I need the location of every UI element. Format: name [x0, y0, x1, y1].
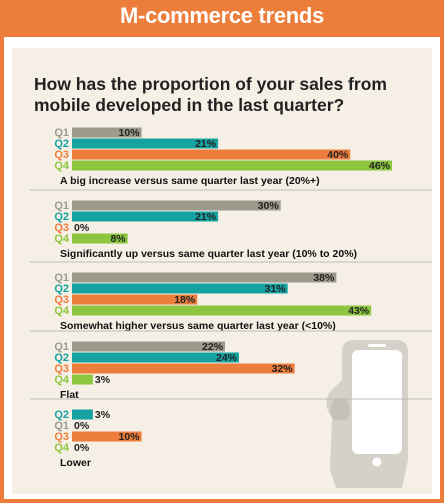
- quarter-label: Q4: [54, 233, 70, 245]
- bar-q3: [72, 149, 351, 160]
- phone-in-hand-icon: [326, 340, 408, 488]
- value-label: 10%: [119, 127, 141, 139]
- quarter-label: Q4: [54, 160, 70, 172]
- value-label: 18%: [174, 294, 196, 306]
- bar-q2: [72, 409, 93, 420]
- quarter-label: Q2: [54, 352, 69, 364]
- value-label: 38%: [313, 272, 335, 284]
- value-label: 31%: [265, 283, 287, 295]
- quarter-label: Q1: [54, 341, 69, 353]
- quarter-label: Q1: [54, 127, 69, 139]
- quarter-label: Q3: [54, 431, 69, 443]
- segment-label: Somewhat higher versus same quarter last…: [60, 320, 336, 332]
- segment-label: Lower: [60, 457, 91, 469]
- quarter-label: Q4: [54, 442, 70, 454]
- quarter-label: Q3: [54, 363, 69, 375]
- quarter-label: Q4: [54, 305, 70, 317]
- value-label: 0%: [74, 420, 90, 432]
- quarter-label: Q2: [54, 211, 69, 223]
- bar-q4: [72, 233, 128, 244]
- value-label: 46%: [369, 160, 391, 172]
- value-label: 10%: [119, 431, 141, 443]
- thumb-shape: [330, 398, 350, 420]
- bar-q1: [72, 127, 142, 138]
- phone-screen: [352, 350, 402, 454]
- value-label: 30%: [258, 200, 280, 212]
- value-label: 0%: [74, 442, 90, 454]
- bar-q1: [72, 200, 281, 211]
- segment-label: A big increase versus same quarter last …: [60, 175, 320, 187]
- quarter-label: Q3: [54, 222, 69, 234]
- quarter-label: Q4: [54, 374, 70, 386]
- bar-q2: [72, 138, 219, 149]
- value-label: 8%: [110, 233, 126, 245]
- bar-q3: [72, 431, 142, 442]
- phone-home-button: [372, 457, 382, 467]
- segment-label: Flat: [60, 389, 79, 401]
- value-label: 32%: [272, 363, 294, 375]
- bar-q1: [72, 341, 226, 352]
- bar-q4: [72, 305, 372, 316]
- value-label: 24%: [216, 352, 238, 364]
- bar-q4: [72, 160, 392, 171]
- bar-q2: [72, 211, 219, 222]
- bar-q4: [72, 374, 93, 385]
- value-label: 3%: [95, 374, 111, 386]
- segment-label: Significantly up versus same quarter las…: [60, 248, 357, 260]
- bars-layer: Q1 10% Q2 21% Q3 40% Q4 46% A big increase versu…: [30, 127, 432, 469]
- value-label: 3%: [95, 409, 111, 421]
- quarter-label: Q2: [54, 283, 69, 295]
- bar-q2: [72, 352, 239, 363]
- bar-q1: [72, 272, 337, 283]
- header-title: M-commerce trends: [120, 3, 324, 28]
- bar-q3: [72, 294, 198, 305]
- value-label: 40%: [327, 149, 349, 161]
- value-label: 21%: [195, 138, 217, 150]
- quarter-label: Q1: [54, 272, 69, 284]
- chart-question: How has the proportion of your sales fro…: [34, 74, 387, 115]
- quarter-label: Q3: [54, 149, 69, 161]
- quarter-label: Q3: [54, 294, 69, 306]
- quarter-label: Q1: [54, 420, 69, 432]
- quarter-label: Q2: [54, 138, 69, 150]
- bar-q3: [72, 363, 295, 374]
- quarter-label: Q1: [54, 200, 69, 212]
- value-label: 43%: [348, 305, 370, 317]
- phone-speaker: [368, 344, 386, 347]
- value-label: 21%: [195, 211, 217, 223]
- value-label: 22%: [202, 341, 224, 353]
- quarter-label: Q2: [54, 409, 69, 421]
- value-label: 0%: [74, 222, 90, 234]
- header-bar: M-commerce trends: [0, 0, 444, 37]
- bar-q2: [72, 283, 288, 294]
